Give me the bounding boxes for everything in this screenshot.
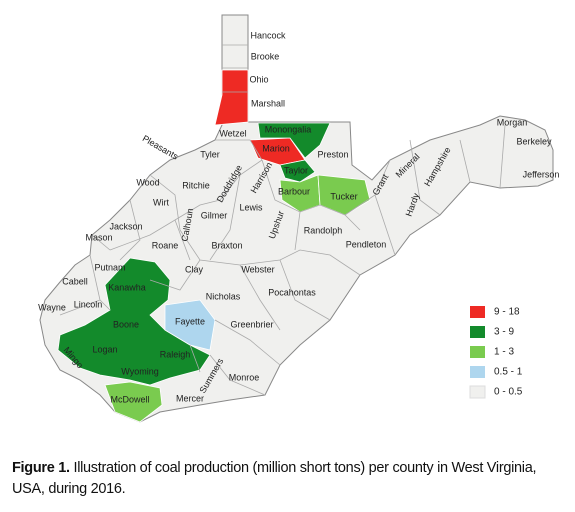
county-label: Pendleton — [346, 239, 387, 249]
county-label: Webster — [241, 264, 274, 274]
legend-swatch — [470, 366, 485, 378]
county-label: Tyler — [200, 149, 220, 159]
legend-label: 0 - 0.5 — [494, 387, 523, 398]
legend-label: 9 - 18 — [494, 307, 520, 318]
county-label: Wirt — [153, 197, 169, 207]
county-label: Mason — [85, 232, 112, 242]
county-label: Taylor — [284, 165, 308, 175]
caption-label: Figure 1. — [12, 460, 70, 476]
county-label: Brooke — [251, 51, 280, 61]
county-label: Clay — [185, 264, 204, 274]
county-label: Raleigh — [160, 349, 191, 359]
county-patch — [279, 159, 316, 183]
legend-label: 1 - 3 — [494, 347, 514, 358]
county-label: Roane — [152, 240, 179, 250]
county-label: Marshall — [251, 98, 285, 108]
county-label: Monroe — [229, 372, 260, 382]
county-label: Berkeley — [516, 136, 552, 146]
county-patch — [104, 381, 163, 423]
county-label: McDowell — [110, 394, 149, 404]
county-patch — [164, 299, 216, 351]
county-label: Braxton — [211, 240, 242, 250]
county-label: Putnam — [94, 262, 125, 272]
county-label: Gilmer — [201, 210, 228, 220]
county-label: Nicholas — [206, 291, 241, 301]
county-label: Randolph — [304, 225, 343, 235]
caption-text: Illustration of coal production (million… — [12, 460, 537, 497]
county-label: Wetzel — [219, 128, 246, 138]
county-label: Barbour — [278, 186, 310, 196]
legend-swatch — [470, 346, 485, 358]
county-label: Ohio — [249, 74, 268, 84]
county-label: Cabell — [62, 276, 88, 286]
caption: Figure 1. Illustration of coal productio… — [12, 458, 567, 500]
patches — [57, 69, 371, 423]
county-label: Greenbrier — [230, 319, 273, 329]
legend-label: 3 - 9 — [494, 327, 514, 338]
county-label: Marion — [262, 143, 290, 153]
county-label: Ritchie — [182, 180, 210, 190]
county-label: Morgan — [497, 117, 528, 127]
county-label: Tucker — [330, 191, 357, 201]
county-label: Kanawha — [108, 282, 146, 292]
county-label: Mercer — [176, 393, 204, 403]
county-label: Preston — [317, 149, 348, 159]
legend-label: 0.5 - 1 — [494, 367, 523, 378]
county-label: Jackson — [109, 221, 142, 231]
county-label: Boone — [113, 319, 139, 329]
county-label: Logan — [92, 344, 117, 354]
county-patch — [317, 174, 371, 216]
legend-swatch — [470, 326, 485, 338]
legend-swatch — [469, 385, 486, 399]
county-label: Wyoming — [121, 366, 158, 376]
county-label: Jefferson — [523, 169, 560, 179]
county-borders — [59, 44, 506, 396]
county-patch — [214, 69, 249, 126]
legend-swatch — [470, 306, 485, 318]
county-label: Lincoln — [74, 299, 103, 309]
county-label: Wayne — [38, 302, 66, 312]
county-label: Wood — [136, 177, 159, 187]
county-label: Hancock — [250, 30, 286, 40]
county-label: Fayette — [175, 316, 205, 326]
county-label: Monongalia — [265, 124, 312, 134]
county-label: Pleasants — [141, 133, 181, 162]
county-label: Pocahontas — [268, 287, 316, 297]
map: 9 - 18 3 - 9 1 - 3 0.5 - 1 0 - 0.5 Hancock Br… — [38, 14, 560, 423]
county-patch — [57, 257, 211, 386]
county-patch — [257, 122, 331, 159]
legend: 9 - 18 3 - 9 1 - 3 0.5 - 1 0 - 0.5 — [469, 306, 523, 399]
county-label: Lewis — [239, 202, 263, 212]
